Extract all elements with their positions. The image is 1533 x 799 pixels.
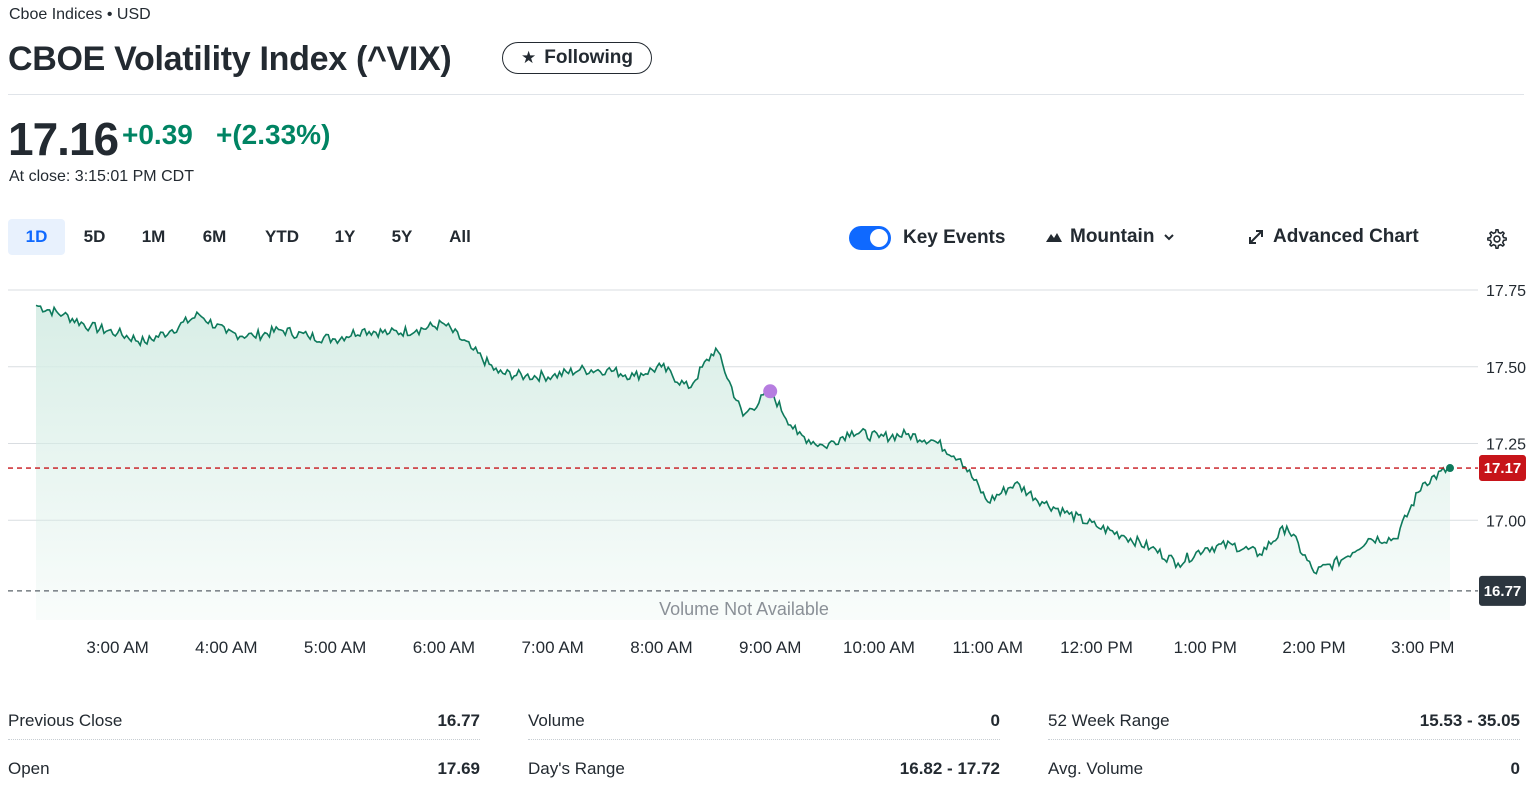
range-tab-6m[interactable]: 6M [202, 227, 227, 246]
divider [8, 739, 480, 740]
stat-label: Previous Close [8, 711, 123, 730]
x-tick-label: 10:00 AM [843, 638, 915, 657]
x-tick-label: 6:00 AM [413, 638, 475, 657]
x-tick-label: 12:00 PM [1060, 638, 1133, 657]
exchange-label: Cboe Indices • USD [9, 6, 151, 23]
stat-value: 0 [1510, 759, 1520, 778]
price-change-percent: +(2.33%) [216, 119, 331, 150]
stat-days-range: Day's Range 16.82 - 17.72 [528, 759, 1000, 799]
x-tick-label: 3:00 AM [86, 638, 148, 657]
price-chart[interactable]: 17.75 17.50 17.25 17.00 3:00 AM 4:00 AM 5:00 … [0, 270, 1533, 670]
range-tab-5d[interactable]: 5D [83, 227, 106, 246]
price-change: +0.39 [122, 119, 193, 150]
stat-volume: Volume 0 [528, 711, 1000, 751]
chevron-down-icon [1164, 234, 1175, 241]
x-axis: 3:00 AM 4:00 AM 5:00 AM 6:00 AM 7:00 AM 8:00 … [86, 638, 1454, 657]
page-title: CBOE Volatility Index (^VIX) [8, 40, 452, 78]
stat-label: Open [8, 759, 50, 778]
range-tab-1m[interactable]: 1M [141, 227, 166, 246]
range-tab-all[interactable]: All [449, 227, 471, 246]
stat-label: Day's Range [528, 759, 625, 778]
price-area [36, 305, 1450, 620]
stat-52-week-range: 52 Week Range 15.53 - 35.05 [1048, 711, 1520, 751]
chart-type-dropdown[interactable]: Mountain [1046, 226, 1176, 248]
mountain-icon [1046, 233, 1062, 242]
x-tick-label: 5:00 AM [304, 638, 366, 657]
divider [528, 739, 1000, 740]
range-tab-5y[interactable]: 5Y [391, 227, 413, 246]
current-price: 17.16 [8, 113, 119, 165]
x-tick-label: 7:00 AM [521, 638, 583, 657]
following-button[interactable]: ★ Following [502, 42, 652, 74]
y-tick-label: 17.25 [1486, 437, 1526, 454]
stat-label: Avg. Volume [1048, 759, 1144, 778]
x-tick-label: 11:00 AM [952, 638, 1023, 657]
stat-label: 52 Week Range [1048, 711, 1170, 730]
stat-previous-close: Previous Close 16.77 [8, 711, 480, 751]
price-line [35, 304, 1451, 575]
expand-icon [1249, 230, 1263, 244]
x-tick-label: 1:00 PM [1174, 638, 1237, 657]
toggle-knob [870, 229, 888, 247]
current-price-badge: 17.17 [1479, 455, 1526, 482]
stat-value: 16.77 [437, 711, 480, 730]
key-event-marker[interactable] [763, 384, 778, 399]
divider [1048, 739, 1520, 740]
x-tick-label: 9:00 AM [739, 638, 801, 657]
key-events-label: Key Events [903, 227, 1006, 248]
range-tab-1y[interactable]: 1Y [334, 227, 356, 246]
last-price-dot [1446, 464, 1454, 473]
y-tick-label: 17.75 [1486, 283, 1526, 300]
stat-value: 17.69 [437, 759, 480, 778]
close-time: At close: 3:15:01 PM CDT [9, 168, 194, 185]
following-label: Following [544, 47, 633, 68]
stat-value: 0 [990, 711, 1000, 730]
x-tick-label: 2:00 PM [1282, 638, 1345, 657]
x-tick-label: 3:00 PM [1391, 638, 1454, 657]
stat-value: 16.82 - 17.72 [899, 759, 1000, 778]
current-price-badge-bg [1479, 455, 1526, 482]
advanced-chart-label: Advanced Chart [1273, 226, 1419, 247]
gear-icon[interactable] [1486, 228, 1508, 250]
previous-close-badge-text: 16.77 [1484, 583, 1522, 600]
stat-value: 15.53 - 35.05 [1419, 711, 1520, 730]
y-tick-label: 17.00 [1486, 513, 1526, 530]
volume-note: Volume Not Available [659, 599, 829, 619]
advanced-chart-button[interactable]: Advanced Chart [1247, 226, 1419, 248]
y-tick-label: 17.50 [1486, 360, 1526, 377]
star-icon: ★ [521, 48, 537, 67]
previous-close-badge-bg [1479, 575, 1526, 606]
range-tab-1d[interactable]: 1D [8, 219, 65, 255]
stat-avg-volume: Avg. Volume 0 [1048, 759, 1520, 799]
divider [8, 94, 1524, 95]
y-axis: 17.75 17.50 17.25 17.00 [1486, 283, 1526, 530]
toggle-switch[interactable] [849, 226, 891, 250]
stat-label: Volume [528, 711, 585, 730]
x-tick-label: 8:00 AM [630, 638, 692, 657]
key-events-toggle[interactable]: Key Events [849, 226, 1005, 250]
range-tab-ytd[interactable]: YTD [265, 227, 299, 246]
chart-type-label: Mountain [1070, 226, 1155, 247]
current-price-badge-text: 17.17 [1484, 460, 1522, 477]
x-tick-label: 4:00 AM [195, 638, 257, 657]
stat-open: Open 17.69 [8, 759, 480, 799]
previous-close-badge: 16.77 [1479, 575, 1526, 606]
